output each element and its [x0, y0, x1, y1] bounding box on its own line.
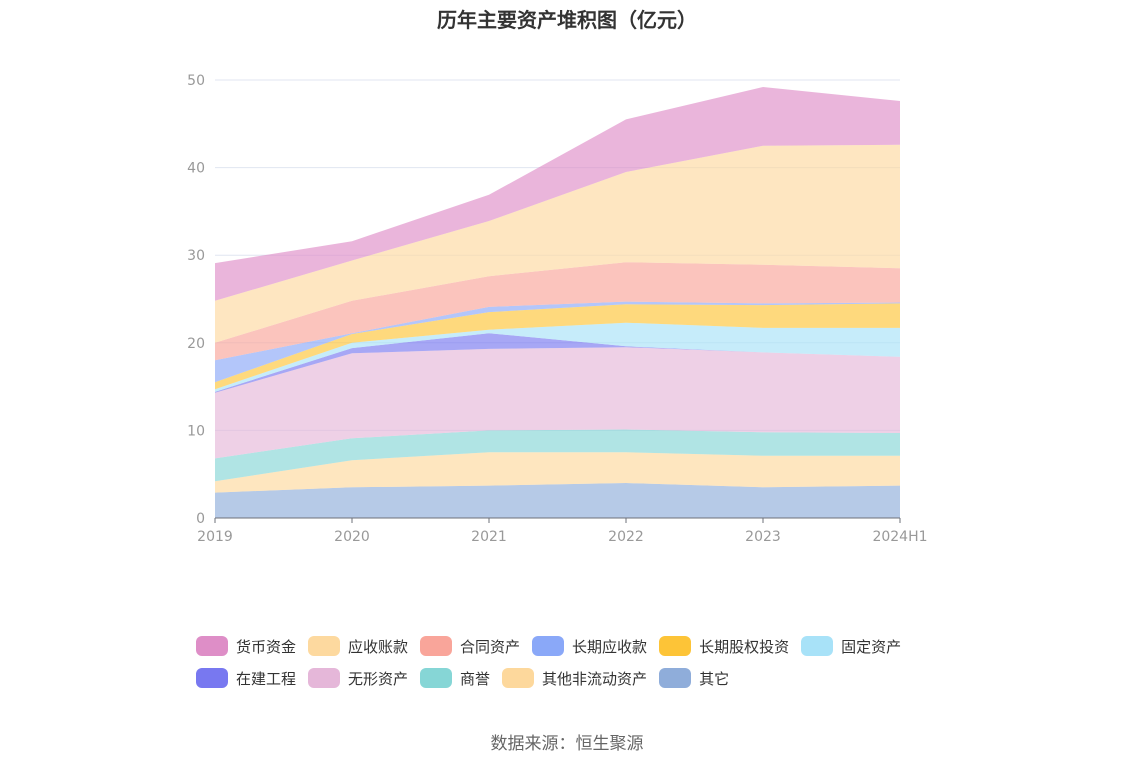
area-4	[215, 333, 900, 393]
legend-label: 其它	[699, 669, 730, 688]
legend-row: 在建工程 无形资产 商誉 其他非流动资产 其它	[196, 662, 956, 694]
legend-label: 长期股权投资	[699, 637, 790, 656]
legend-item[interactable]: 固定资产	[801, 636, 901, 657]
x-tick-label: 2020	[334, 529, 370, 545]
legend-item[interactable]: 商誉	[420, 668, 490, 689]
y-tick-label: 10	[187, 423, 205, 439]
area-2	[215, 429, 900, 482]
legend-label: 无形资产	[348, 669, 409, 688]
area-3	[215, 347, 900, 459]
legend-item[interactable]: 货币资金	[196, 636, 296, 657]
legend-item[interactable]: 无形资产	[308, 668, 408, 689]
chart-title: 历年主要资产堆积图（亿元）	[437, 8, 697, 32]
axes: 0 10 20 30 40 50 2019 2020 2021 2022 2023 2024H1	[187, 73, 927, 545]
legend-label: 在建工程	[236, 669, 297, 688]
legend-swatch	[420, 668, 453, 688]
legend-item[interactable]: 其它	[659, 668, 729, 689]
area-5	[215, 322, 900, 392]
x-tick-label: 2019	[197, 529, 233, 545]
legend-swatch	[532, 636, 565, 656]
y-tick-label: 0	[196, 511, 205, 527]
area-10	[215, 87, 900, 301]
legend-item[interactable]: 在建工程	[196, 668, 296, 689]
legend-item[interactable]: 合同资产	[420, 636, 520, 657]
y-tick-label: 30	[187, 248, 205, 264]
legend-label: 固定资产	[841, 637, 902, 656]
legend-item[interactable]: 应收账款	[308, 636, 408, 657]
y-tick-label: 50	[187, 73, 205, 89]
legend-swatch	[420, 636, 453, 656]
legend-label: 其他非流动资产	[542, 669, 648, 688]
legend-label: 货币资金	[236, 637, 297, 656]
legend-swatch	[502, 668, 535, 688]
legend-row: 货币资金 应收账款 合同资产 长期应收款 长期股权投资 固定资产	[196, 630, 956, 662]
stacked-area-chart: 0 10 20 30 40 50 2019 2020 2021 2022 2023 2024H1	[187, 73, 927, 545]
legend-swatch	[308, 668, 341, 688]
legend-label: 商誉	[460, 669, 491, 688]
area-6	[215, 303, 900, 390]
area-series	[215, 87, 900, 518]
legend-swatch	[801, 636, 834, 656]
x-tick-label: 2023	[745, 529, 781, 545]
x-tick-label: 2022	[608, 529, 644, 545]
area-8	[215, 262, 900, 361]
area-0	[215, 483, 900, 518]
area-1	[215, 452, 900, 493]
legend-label: 应收账款	[348, 637, 409, 656]
legend-swatch	[659, 668, 692, 688]
source-note: 数据来源：恒生聚源	[490, 734, 644, 754]
x-tick-label: 2021	[471, 529, 507, 545]
legend: 货币资金 应收账款 合同资产 长期应收款 长期股权投资 固定资产在建工程 无形资产 商誉 其他非…	[196, 630, 956, 694]
legend-item[interactable]: 其他非流动资产	[502, 668, 647, 689]
legend-swatch	[659, 636, 692, 656]
legend-item[interactable]: 长期股权投资	[659, 636, 789, 657]
legend-swatch	[308, 636, 341, 656]
y-tick-label: 40	[187, 161, 205, 177]
legend-label: 合同资产	[460, 637, 521, 656]
legend-item[interactable]: 长期应收款	[532, 636, 647, 657]
legend-swatch	[196, 668, 228, 688]
area-9	[215, 144, 900, 343]
y-tick-label: 20	[187, 336, 205, 352]
legend-label: 长期应收款	[572, 637, 648, 656]
x-tick-label: 2024H1	[872, 529, 927, 545]
legend-swatch	[196, 636, 228, 656]
